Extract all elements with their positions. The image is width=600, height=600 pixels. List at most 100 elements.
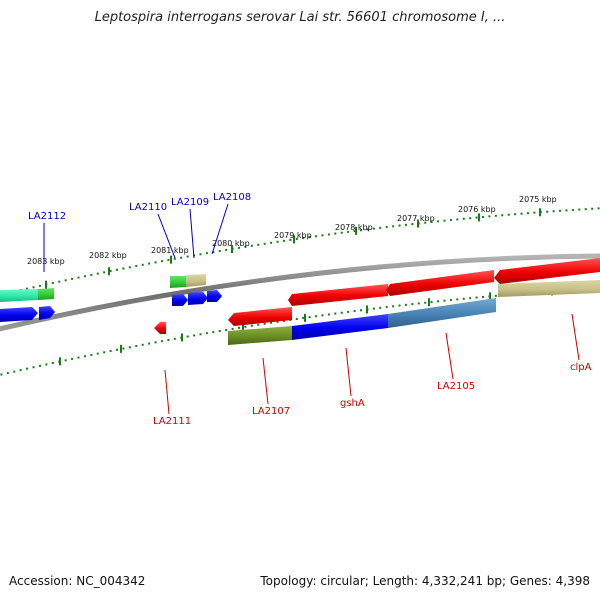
scale-dot: [199, 333, 202, 336]
chromosome-backbone: [0, 253, 600, 332]
scale-dot: [225, 248, 228, 251]
scale-dot: [103, 271, 106, 274]
scale-dot: [71, 277, 74, 280]
scale-dot: [257, 323, 260, 326]
scale-dot: [398, 304, 401, 307]
arrow-blue-3: [172, 294, 188, 306]
scale-dot: [250, 244, 253, 247]
scale-dot: [482, 215, 484, 218]
scale-dot: [116, 348, 118, 351]
scale-dot: [514, 213, 517, 216]
gene-leader-line: [262, 357, 269, 405]
scale-dot: [244, 325, 247, 328]
scale-dot: [404, 223, 407, 226]
scale-dot: [263, 242, 266, 245]
feature-olive-la2107: [228, 326, 292, 345]
arrow-blue-4: [188, 292, 208, 305]
scale-dot: [411, 303, 414, 306]
accession-label: Accession: NC_004342: [9, 574, 146, 588]
scale-dot: [347, 230, 350, 233]
feature-khaki-clpa: [498, 280, 600, 297]
scale-dot: [321, 314, 324, 317]
tick-label: 2083 kbp: [27, 257, 65, 266]
scale-dot: [372, 307, 375, 310]
scale-dot: [96, 272, 99, 275]
scale-dot: [398, 224, 401, 227]
scale-dot: [71, 357, 74, 360]
scale-dot: [83, 275, 86, 278]
tick-labels: 2083 kbp 2082 kbp 2081 kbp 2080 kbp 2079 kbp…: [27, 195, 557, 266]
scale-dot: [160, 340, 163, 343]
scale-dot: [424, 301, 427, 304]
scale-dot: [167, 339, 170, 342]
feature-red-top-3: [494, 258, 600, 284]
scale-dot: [128, 346, 131, 349]
gene-leader-line: [164, 369, 170, 415]
scale-dot: [238, 326, 240, 329]
scale-dot: [315, 315, 318, 318]
scale-dot: [83, 355, 86, 358]
scale-dot: [270, 241, 273, 244]
scale-major-tick: [489, 292, 491, 301]
forward-strand-arrows: [0, 290, 222, 322]
gene-label: LA2112: [28, 211, 66, 222]
scale-dot: [38, 364, 41, 367]
scale-dot: [122, 267, 125, 270]
scale-dot: [64, 359, 67, 362]
scale-dot: [475, 296, 478, 299]
scale-dot: [385, 226, 388, 229]
scale-dot: [533, 211, 536, 214]
scale-dot: [552, 210, 555, 213]
scale-dot: [315, 235, 318, 238]
scale-dot: [289, 238, 292, 241]
scale-dot: [437, 220, 440, 223]
arrow-blue-1: [0, 307, 38, 322]
scale-dot: [501, 214, 504, 217]
map-title: Leptospira interrogans serovar Lai str. …: [94, 10, 506, 25]
reverse-strand-features: [154, 298, 496, 345]
scale-dot: [90, 273, 93, 276]
scale-dot: [276, 240, 279, 243]
scale-major-tick: [355, 226, 357, 235]
scale-dot: [58, 280, 61, 283]
scale-dot: [193, 334, 196, 337]
scale-major-tick: [304, 313, 306, 322]
scale-dot: [122, 347, 125, 350]
scale-dot: [173, 257, 176, 260]
scale-dot: [327, 313, 330, 316]
scale-dot: [238, 246, 240, 249]
scale-dot: [51, 282, 54, 285]
scale-major-tick: [417, 219, 419, 228]
scale-dot: [154, 341, 157, 344]
scale-major-tick: [366, 305, 368, 314]
scale-dot: [347, 310, 350, 313]
outer-scale-ring: [0, 207, 600, 296]
tick-label: 2076 kbp: [458, 205, 496, 214]
scale-dot: [456, 298, 459, 301]
scale-dot: [212, 331, 215, 334]
scale-dot: [270, 321, 273, 324]
scale-dot: [565, 209, 568, 212]
gene-leader-line: [571, 313, 580, 361]
gene-labels: LA2112 LA2110 LA2109 LA2108 LA2111 LA2107 gshA…: [28, 192, 592, 427]
scale-dot: [26, 367, 29, 370]
scale-dot: [559, 209, 562, 212]
scale-dot: [578, 208, 581, 211]
gene-leader-line: [345, 347, 352, 397]
scale-dot: [51, 362, 54, 365]
scale-dot: [571, 208, 574, 211]
scale-dot: [154, 261, 157, 264]
scale-dot: [13, 370, 16, 373]
gene-leader-line: [445, 332, 454, 380]
scale-dot: [591, 207, 594, 210]
scale-dot: [205, 332, 208, 335]
feature-teal: [0, 289, 38, 302]
scale-dot: [180, 256, 183, 259]
scale-dot: [488, 215, 491, 218]
scale-dot: [340, 231, 343, 234]
scale-dot: [218, 250, 221, 253]
scale-dot: [417, 302, 420, 305]
arrow-red-la2107: [228, 307, 292, 326]
scale-dot: [360, 229, 362, 232]
scale-dot: [404, 303, 407, 306]
